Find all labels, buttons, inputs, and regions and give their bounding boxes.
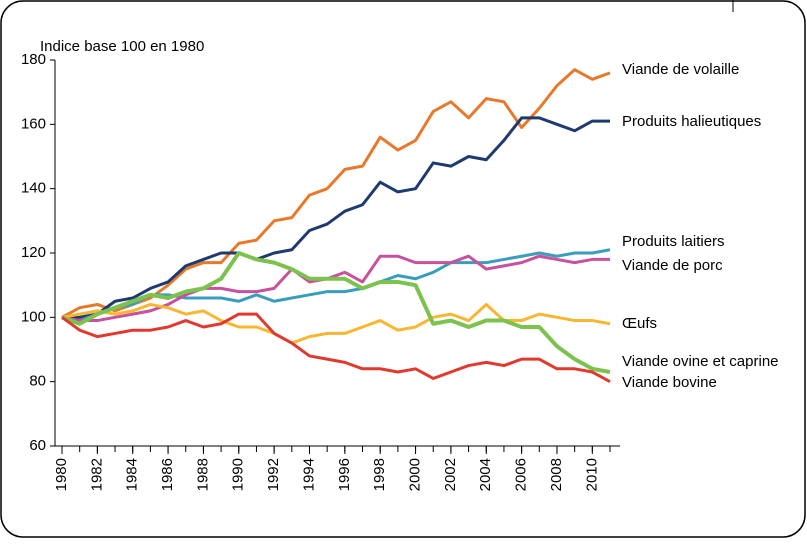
y-tick-label: 80: [29, 373, 46, 390]
legend-label: Viande de volaille: [622, 61, 739, 78]
x-tick-label: 1996: [336, 458, 353, 491]
series-line: [62, 116, 610, 319]
x-tick-label: 2000: [407, 458, 424, 491]
series-line: [61, 312, 611, 383]
y-tick-label: 120: [21, 244, 46, 261]
legend-label: Œufs: [622, 315, 657, 332]
axis-title: Indice base 100 en 1980: [40, 38, 204, 55]
y-tick-label: 140: [21, 180, 46, 197]
series-line: [61, 251, 611, 374]
x-tick-label: 2008: [548, 458, 565, 491]
y-tick-label: 180: [21, 51, 46, 68]
x-tick-label: 1982: [88, 458, 105, 491]
y-tick-label: 160: [21, 115, 46, 132]
x-tick-label: 1986: [159, 458, 176, 491]
x-tick-label: 1992: [265, 458, 282, 491]
x-tick-label: 2004: [477, 458, 494, 491]
x-tick-label: 1990: [230, 458, 247, 491]
legend-label: Viande bovine: [622, 374, 717, 391]
y-tick-label: 60: [29, 437, 46, 454]
x-tick-label: 2002: [442, 458, 459, 491]
legend-label: Viande ovine et caprine: [622, 353, 779, 370]
legend-label: Produits laitiers: [622, 233, 725, 250]
x-tick-label: 1994: [300, 458, 317, 491]
x-tick-label: 1998: [371, 458, 388, 491]
y-tick-label: 100: [21, 308, 46, 325]
legend-label: Viande de porc: [622, 257, 723, 274]
x-tick-label: 1980: [53, 458, 70, 491]
series-line: [61, 302, 611, 345]
legend-label: Produits halieutiques: [622, 113, 761, 130]
series-line: [61, 254, 610, 323]
x-tick-label: 1988: [194, 458, 211, 491]
x-tick-label: 2006: [513, 458, 530, 491]
x-tick-label: 1984: [124, 458, 141, 491]
x-tick-label: 2010: [583, 458, 600, 491]
